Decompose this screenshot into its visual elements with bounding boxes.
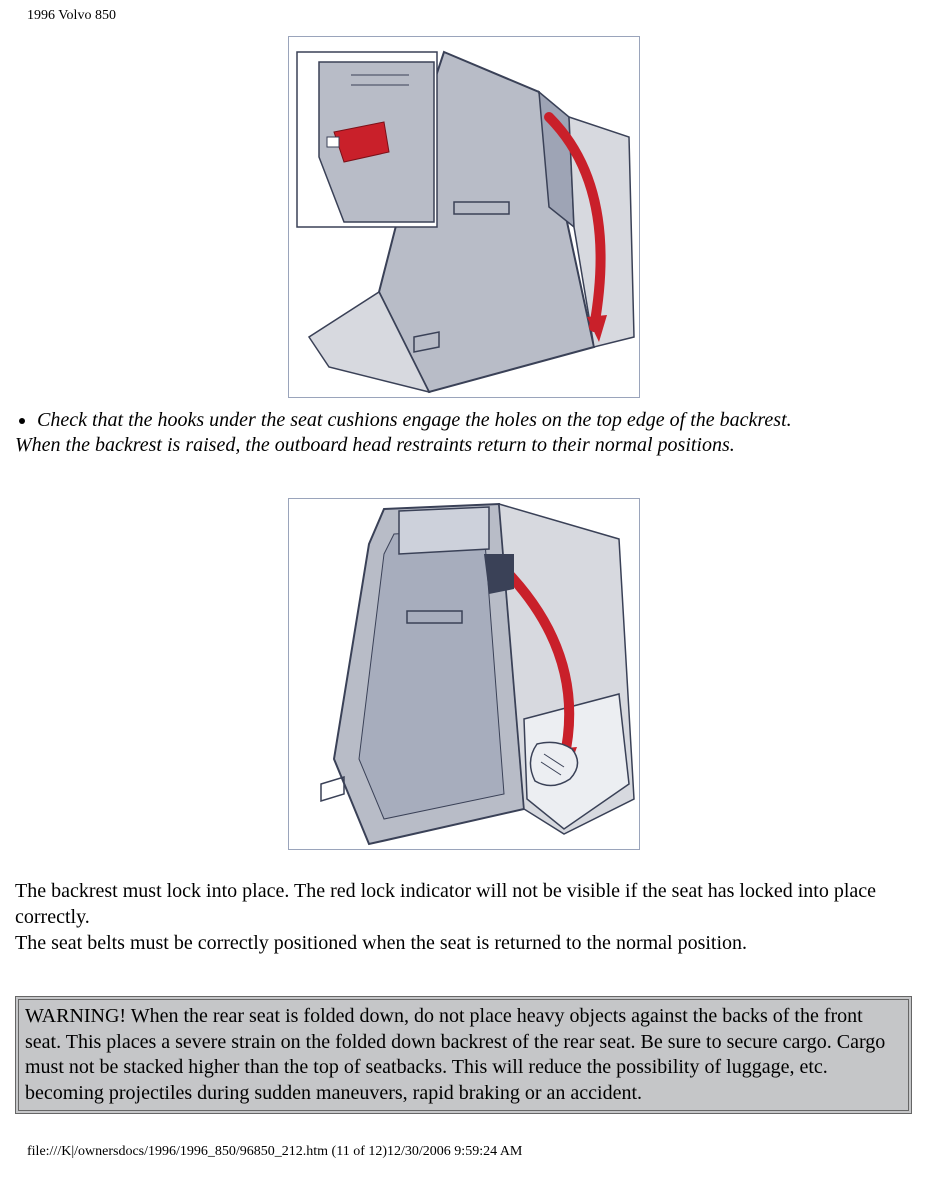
seat-belt-diagram-svg — [289, 499, 639, 849]
instruction-bullet-list: Check that the hooks under the seat cush… — [15, 408, 912, 433]
warning-text: WARNING! When the rear seat is folded do… — [25, 1005, 885, 1104]
body-paragraph: The backrest must lock into place. The r… — [15, 878, 912, 956]
warning-box: WARNING! When the rear seat is folded do… — [15, 996, 912, 1114]
instruction-italic-followup: When the backrest is raised, the outboar… — [15, 433, 912, 458]
footer-file-path: file:///K|/ownersdocs/1996/1996_850/9685… — [27, 1144, 912, 1160]
figure-2-container — [15, 498, 912, 854]
seat-hook-diagram — [288, 36, 640, 398]
document-page: 1996 Volvo 850 — [0, 0, 927, 1180]
instruction-bullet-item: Check that the hooks under the seat cush… — [37, 408, 912, 433]
page-header-title: 1996 Volvo 850 — [27, 8, 912, 24]
figure-1-container — [15, 36, 912, 402]
seat-belt-diagram — [288, 498, 640, 850]
seat-hook-diagram-svg — [289, 37, 639, 397]
